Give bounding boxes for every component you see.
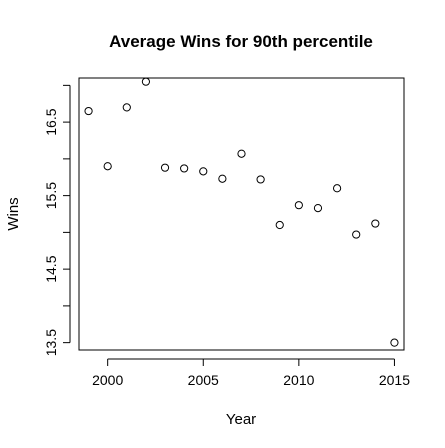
data-point: [256, 175, 265, 184]
data-point: [160, 163, 170, 172]
x-axis-label: Year: [226, 411, 256, 428]
x-tick-label: 2005: [188, 372, 219, 388]
data-point: [218, 174, 227, 183]
y-tick-label: 13.5: [43, 329, 59, 356]
data-point: [199, 167, 208, 176]
y-tick-label: 15.5: [43, 182, 59, 209]
x-tick-label: 2015: [379, 372, 410, 388]
x-axis: 2000 2005 2010 2015: [92, 358, 410, 388]
y-axis-label: Wins: [5, 197, 22, 230]
x-tick-label: 2010: [283, 372, 314, 388]
data-point: [332, 184, 342, 193]
data-point: [352, 230, 361, 239]
data-point: [122, 103, 131, 112]
data-point: [390, 338, 399, 347]
data-point: [313, 204, 323, 213]
data-point: [103, 162, 112, 171]
y-axis: 13.5 14.5 15.5 16.5: [43, 84, 71, 356]
data-point: [84, 106, 93, 116]
y-tick-label: 14.5: [43, 255, 59, 282]
data-point: [275, 220, 284, 230]
data-point: [237, 149, 246, 158]
data-point: [180, 164, 189, 173]
plot-frame: [78, 77, 405, 351]
x-tick-label: 2000: [92, 372, 123, 388]
data-point: [294, 201, 303, 210]
y-tick-label: 16.5: [43, 108, 59, 135]
data-points: [84, 77, 399, 347]
data-point: [141, 77, 151, 86]
chart-title: Average Wins for 90th percentile: [109, 32, 373, 51]
data-point: [371, 219, 380, 228]
